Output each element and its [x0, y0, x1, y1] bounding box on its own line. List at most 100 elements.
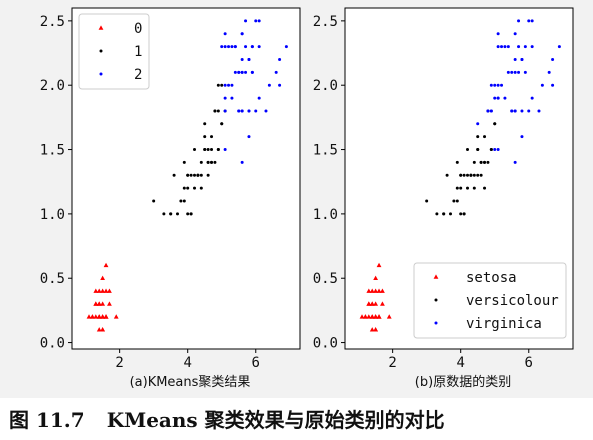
data-point — [203, 135, 207, 139]
data-point — [257, 19, 261, 23]
data-point — [369, 314, 375, 319]
data-point — [373, 275, 379, 281]
data-point — [513, 109, 517, 113]
data-point — [459, 212, 463, 216]
data-point — [466, 148, 470, 152]
x-tick-label: 4 — [456, 355, 464, 371]
legend-label: virginica — [466, 316, 542, 332]
data-point — [240, 160, 244, 164]
charts-svg: 0.00.51.01.52.02.52 4 6012(a)KMeans聚类结果0.0… — [40, 7, 574, 390]
data-point — [366, 288, 372, 293]
data-point — [182, 199, 186, 203]
panel-b: 0.0 0.5 1.0 1.5 2.0 2.5 2 4 6 setosa versicolour vi… — [313, 7, 574, 390]
data-point — [510, 109, 514, 113]
legend-label: 1 — [134, 44, 142, 60]
data-point — [93, 288, 99, 293]
legend: 0 1 2 — [78, 13, 150, 90]
data-point — [496, 96, 500, 100]
data-point — [520, 135, 524, 139]
data-point — [489, 109, 493, 113]
data-point — [476, 122, 480, 126]
data-point — [517, 19, 521, 23]
data-point — [223, 83, 227, 87]
data-point — [455, 199, 459, 203]
data-point — [210, 135, 214, 139]
data-point — [250, 45, 254, 49]
data-point — [233, 45, 237, 49]
data-point — [244, 19, 248, 23]
data-point — [206, 148, 210, 152]
data-point — [233, 70, 237, 74]
data-point — [513, 57, 517, 61]
data-point — [186, 212, 190, 216]
data-point — [169, 212, 173, 216]
data-point — [513, 160, 517, 164]
data-point — [366, 301, 372, 306]
data-point — [210, 160, 214, 164]
data-point — [459, 173, 463, 177]
y-tick-label: 0.5 — [313, 271, 338, 287]
data-point — [425, 199, 429, 203]
data-point — [469, 173, 473, 177]
legend-label: 2 — [134, 67, 142, 83]
data-point — [503, 96, 507, 100]
x-tick-label: 2 — [115, 355, 123, 371]
data-point — [537, 109, 541, 113]
data-point — [220, 83, 224, 87]
data-point — [223, 45, 227, 49]
series-0 — [86, 262, 119, 332]
data-point — [278, 57, 282, 61]
data-point — [510, 70, 514, 74]
data-point — [500, 45, 504, 49]
data-point — [230, 83, 234, 87]
data-point — [500, 83, 504, 87]
data-point — [203, 148, 207, 152]
series-virginica — [476, 19, 561, 164]
data-point — [227, 45, 231, 49]
data-point — [247, 57, 251, 61]
data-point — [435, 212, 439, 216]
y-tick-label: 0.0 — [40, 336, 65, 352]
data-point — [483, 160, 487, 164]
legend-label: 0 — [134, 21, 142, 37]
data-point — [244, 45, 248, 49]
data-point — [193, 148, 197, 152]
data-point — [172, 173, 176, 177]
data-point — [162, 212, 166, 216]
y-tick-label: 1.0 — [40, 207, 65, 223]
data-point — [254, 109, 258, 113]
data-point — [496, 148, 500, 152]
data-point — [530, 19, 534, 23]
data-point — [152, 199, 156, 203]
data-point — [244, 70, 248, 74]
figure-title: KMeans 聚类效果与原始类别的对比 — [106, 408, 445, 432]
data-point — [96, 314, 102, 319]
data-point — [551, 83, 555, 87]
data-point — [520, 109, 524, 113]
series-1 — [152, 83, 227, 216]
data-point — [496, 83, 500, 87]
data-point — [247, 109, 251, 113]
data-point — [486, 109, 490, 113]
data-point — [254, 19, 258, 23]
data-point — [213, 160, 217, 164]
data-point — [479, 173, 483, 177]
data-point — [206, 173, 210, 177]
data-point — [503, 45, 507, 49]
data-point — [96, 301, 102, 306]
data-point — [472, 173, 476, 177]
data-point — [366, 314, 372, 319]
data-point — [100, 288, 106, 293]
data-point — [93, 314, 99, 319]
series-2 — [220, 19, 288, 164]
y-tick-label: 2.5 — [40, 14, 65, 30]
data-point — [452, 199, 456, 203]
data-point — [513, 70, 517, 74]
data-point — [506, 45, 510, 49]
data-point — [557, 45, 561, 49]
data-point — [196, 173, 200, 177]
data-point — [220, 45, 224, 49]
data-point — [175, 212, 179, 216]
y-tick-label: 0.5 — [40, 271, 65, 287]
data-point — [100, 327, 106, 332]
